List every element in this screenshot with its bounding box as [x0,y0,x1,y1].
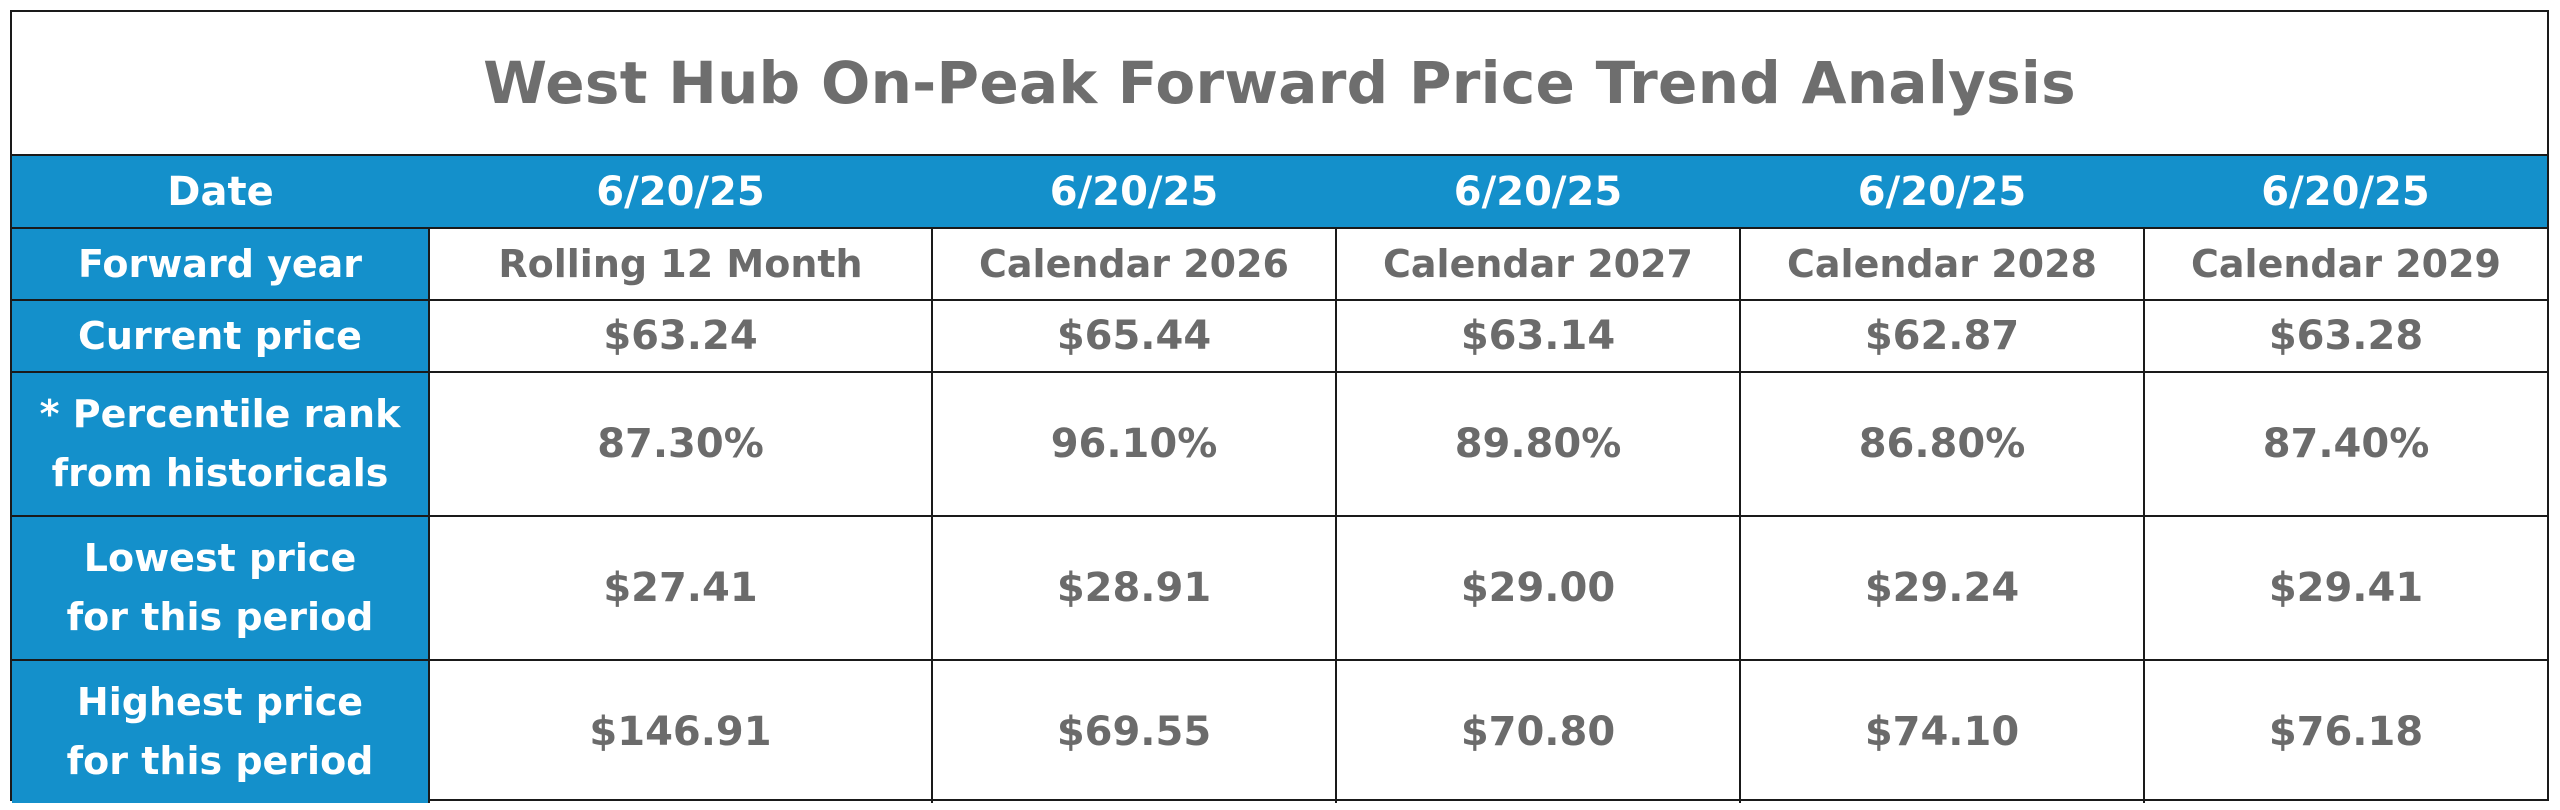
column-header: 6/20/25 [1336,156,1740,229]
table-cell: $70.80 [1335,659,1741,803]
column-header: 6/20/25 [429,156,932,229]
price-trend-table-frame: West Hub On-Peak Forward Price Trend Ana… [10,10,2549,803]
price-trend-table: Date 6/20/25 6/20/25 6/20/25 6/20/25 6/2… [12,156,2547,803]
row-label-lowest-price: Lowest price for this period [12,515,430,661]
table-cell: 96.10% [931,371,1337,517]
table-row-lowest-price: Lowest price for this period $27.41 $28.… [12,515,2547,661]
table-cell: $29.24 [1739,515,2145,661]
table-cell: $146.91 [428,659,933,803]
table-cell: $63.14 [1335,299,1741,373]
table-row-highest-price: Highest price for this period $146.91 $6… [12,659,2547,803]
header-row: Date 6/20/25 6/20/25 6/20/25 6/20/25 6/2… [12,156,2547,229]
column-header-date: Date [12,156,429,229]
table-cell: $69.55 [931,659,1337,803]
row-label-line: Lowest price [83,536,357,581]
table-row-percentile-rank: * Percentile rank from historicals 87.30… [12,371,2547,517]
table-cell: $76.18 [2143,659,2547,803]
table-row-forward-year: Forward year Rolling 12 Month Calendar 2… [12,227,2547,301]
table-cell: $63.24 [428,299,933,373]
row-label-line: Highest price [76,680,364,725]
row-label-percentile-rank: * Percentile rank from historicals [12,371,430,517]
table-cell: 87.40% [2143,371,2547,517]
table-cell: 87.30% [428,371,933,517]
table-cell: $28.91 [931,515,1337,661]
row-label-line: for this period [66,739,374,783]
row-label-highest-price: Highest price for this period [12,659,430,803]
table-cell: Calendar 2028 [1739,227,2145,301]
table-cell: $65.44 [931,299,1337,373]
table-cell: $29.00 [1335,515,1741,661]
table-cell: $62.87 [1739,299,2145,373]
table-cell: Calendar 2027 [1335,227,1741,301]
table-cell: $27.41 [428,515,933,661]
row-label-current-price: Current price [12,299,430,373]
row-label-line: * Percentile rank [39,392,401,437]
table-cell: $63.28 [2143,299,2547,373]
column-header: 6/20/25 [2144,156,2547,229]
row-label-line: for this period [66,595,374,639]
row-label-forward-year: Forward year [12,227,430,301]
table-cell: 86.80% [1739,371,2145,517]
table-cell: $74.10 [1739,659,2145,803]
table-cell: Calendar 2029 [2143,227,2547,301]
table-title: West Hub On-Peak Forward Price Trend Ana… [12,12,2547,156]
column-header: 6/20/25 [1740,156,2144,229]
column-header: 6/20/25 [932,156,1336,229]
table-cell: Calendar 2026 [931,227,1337,301]
table-cell: 89.80% [1335,371,1741,517]
table-cell: $29.41 [2143,515,2547,661]
row-label-line: from historicals [51,451,389,495]
table-row-current-price: Current price $63.24 $65.44 $63.14 $62.8… [12,299,2547,373]
table-cell: Rolling 12 Month [428,227,933,301]
